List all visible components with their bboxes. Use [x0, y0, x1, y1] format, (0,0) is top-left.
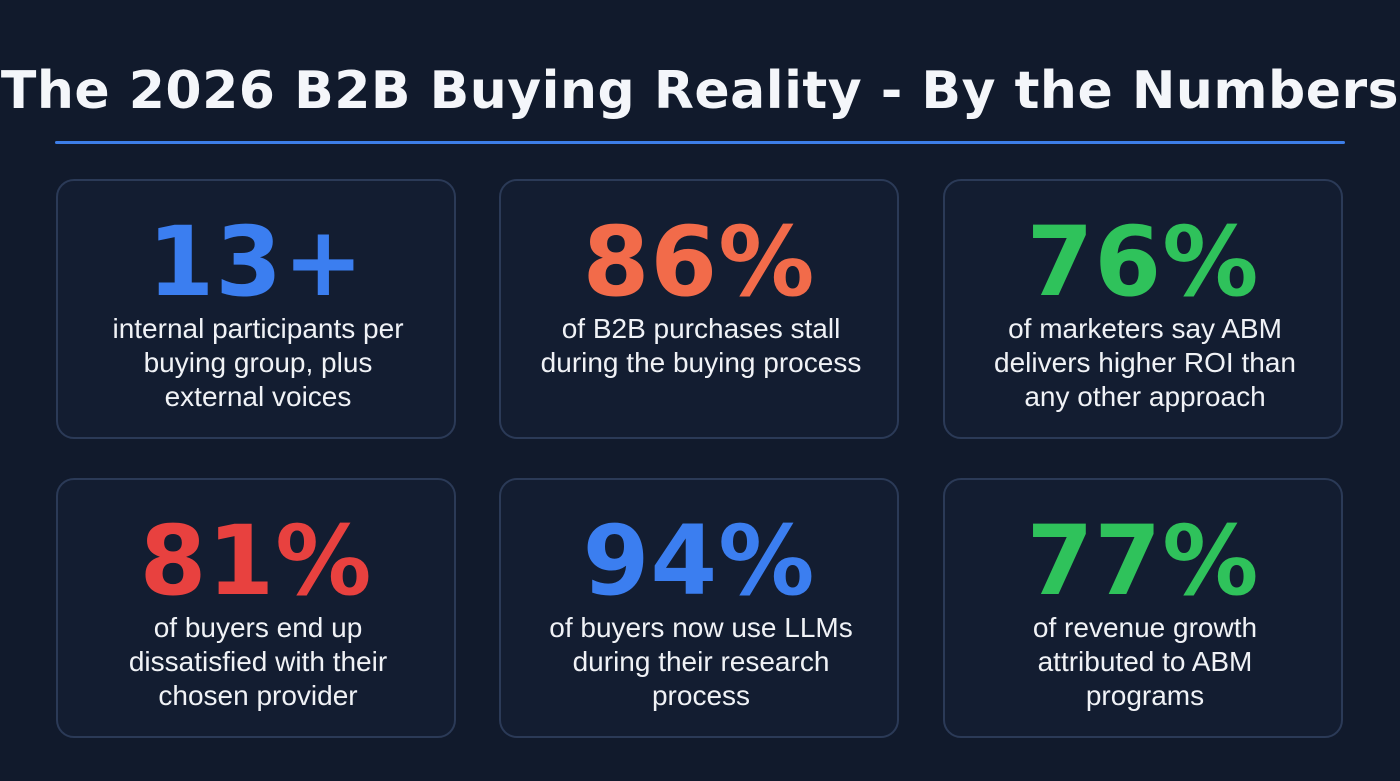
stat-description-line: during their research — [572, 646, 830, 677]
title-divider — [55, 141, 1345, 144]
stat-value: 81% — [139, 505, 373, 617]
stat-description-line: dissatisfied with their — [128, 646, 388, 677]
stat-description: of buyers end up dissatisfied with their… — [78, 611, 438, 713]
stat-value: 94% — [582, 505, 816, 617]
stat-card-abm-roi: 76% of marketers say ABM delivers higher… — [943, 179, 1343, 439]
stat-description-line: of revenue growth — [1032, 612, 1258, 643]
stat-description-line: of buyers end up — [153, 612, 363, 643]
stat-description-line: process — [651, 680, 751, 711]
stat-description-line: of marketers say ABM — [1008, 313, 1282, 344]
stat-description-line: external voices — [164, 381, 352, 412]
stat-value: 13+ — [147, 206, 365, 318]
stat-description-line: chosen provider — [158, 680, 358, 711]
stat-description: internal participants per buying group, … — [78, 312, 438, 414]
stat-description-line: of B2B purchases stall — [561, 313, 841, 344]
stat-value: 77% — [1026, 505, 1260, 617]
stat-description-line: attributed to ABM — [1037, 646, 1253, 677]
page-title: The 2026 B2B Buying Reality - By the Num… — [0, 61, 1400, 121]
stat-value: 76% — [1026, 206, 1260, 318]
stat-card-participants: 13+ internal participants per buying gro… — [56, 179, 456, 439]
stat-description-line: internal participants per — [112, 313, 404, 344]
stat-description: of revenue growth attributed to ABM prog… — [965, 611, 1325, 713]
stat-description: of B2B purchases stall during the buying… — [521, 312, 881, 380]
stat-card-dissatisfied: 81% of buyers end up dissatisfied with t… — [56, 478, 456, 738]
stat-description-line: delivers higher ROI than — [994, 347, 1296, 378]
stat-description-line: of buyers now use LLMs — [549, 612, 853, 643]
stat-description-line: during the buying process — [540, 347, 862, 378]
stat-description: of marketers say ABM delivers higher ROI… — [965, 312, 1325, 414]
stat-description-line: buying group, plus — [143, 347, 373, 378]
stat-card-llms: 94% of buyers now use LLMs during their … — [499, 478, 899, 738]
stat-card-stall: 86% of B2B purchases stall during the bu… — [499, 179, 899, 439]
stat-value: 86% — [582, 206, 816, 318]
stat-description-line: any other approach — [1024, 381, 1266, 412]
stat-description-line: programs — [1085, 680, 1205, 711]
stat-description: of buyers now use LLMs during their rese… — [511, 611, 891, 713]
stat-card-revenue-growth: 77% of revenue growth attributed to ABM … — [943, 478, 1343, 738]
